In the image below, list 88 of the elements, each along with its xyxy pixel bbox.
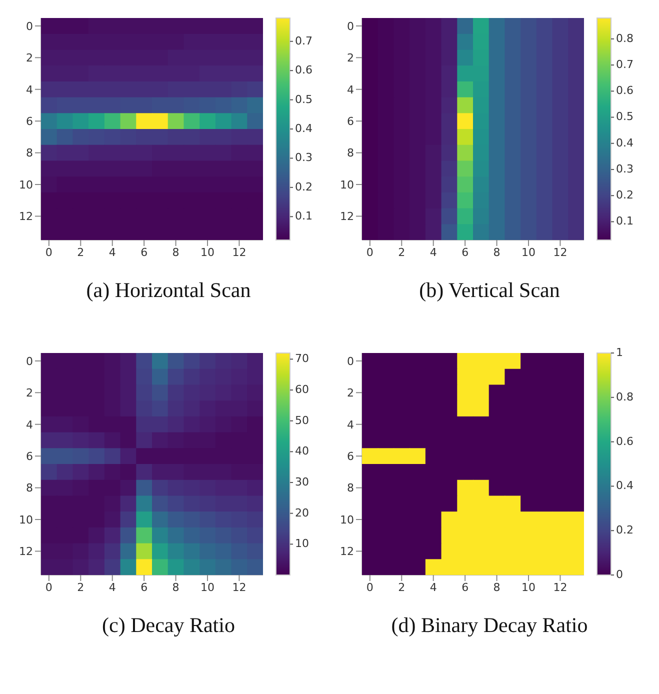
color-bar-label: 0.6 — [294, 64, 312, 77]
y-tick-label: 12 — [18, 210, 32, 224]
color-bar-label: 0.4 — [616, 136, 633, 150]
y-tick-label: 12 — [18, 545, 32, 558]
x-tick-label: 2 — [76, 246, 84, 259]
y-tick-label: 10 — [340, 513, 354, 526]
y-tick-label: 8 — [346, 482, 354, 495]
color-bar-label: 0.6 — [616, 434, 633, 448]
x-tick-label: 8 — [172, 580, 179, 594]
color-bar-label: 10 — [294, 537, 308, 550]
color-bar-label: 0.8 — [616, 32, 633, 45]
y-tick-label: 0 — [26, 354, 32, 368]
color-bar-label: 0 — [616, 568, 622, 582]
x-tick-label: 6 — [140, 246, 148, 259]
y-tick-label: 10 — [18, 178, 32, 192]
x-tick-label: 8 — [492, 580, 500, 594]
x-tick-label: 2 — [398, 246, 405, 259]
x-tick-label: 10 — [200, 580, 214, 594]
y-tick-label: 2 — [346, 386, 354, 400]
y-tick-label: 8 — [26, 482, 32, 495]
color-bar-label: 0.3 — [616, 162, 633, 176]
x-tick-label: 10 — [521, 246, 535, 259]
color-bar-label: 0.5 — [616, 110, 633, 124]
color-bar-label: 50 — [294, 414, 308, 427]
x-tick-label: 4 — [108, 246, 116, 259]
color-bar-label: 0.3 — [294, 151, 312, 164]
x-tick-label: 10 — [521, 580, 535, 594]
x-tick-label: 8 — [172, 246, 179, 259]
color-bar-label: 0.6 — [616, 84, 633, 98]
y-tick-label: 8 — [346, 146, 354, 160]
y-tick-label: 4 — [26, 418, 32, 432]
y-tick-label: 6 — [26, 114, 32, 128]
text: (a) Horizontal Scan — [86, 278, 251, 303]
y-tick-label: 6 — [346, 450, 354, 463]
text: (b) Vertical Scan — [419, 278, 560, 303]
color-bar-label: 40 — [294, 444, 308, 458]
x-tick-label: 2 — [76, 580, 84, 594]
x-tick-label: 12 — [232, 246, 246, 259]
x-tick-label: 12 — [552, 580, 567, 594]
y-tick-label: 2 — [26, 52, 32, 65]
y-tick-label: 4 — [346, 83, 354, 96]
x-tick-label: 6 — [461, 246, 468, 259]
y-tick-label: 12 — [340, 545, 354, 558]
color-bar-label: 0.4 — [616, 479, 633, 492]
y-tick-label: 0 — [346, 20, 354, 33]
y-tick-label: 6 — [26, 450, 32, 463]
x-tick-label: 4 — [429, 246, 436, 259]
color-bar-label: 0.7 — [294, 34, 312, 48]
y-tick-label: 0 — [346, 354, 354, 368]
color-bar-label: 0.7 — [616, 58, 633, 72]
color-bar-label: 0.1 — [294, 210, 312, 223]
y-tick-label: 6 — [346, 114, 354, 128]
x-tick-label: 0 — [44, 580, 52, 594]
y-tick-label: 10 — [340, 178, 354, 192]
x-tick-label: 12 — [552, 246, 567, 259]
y-tick-label: 8 — [26, 146, 32, 160]
color-bar-label: 0.2 — [616, 524, 633, 537]
text: (c) Decay Ratio — [102, 613, 235, 638]
x-tick-label: 6 — [461, 580, 468, 594]
y-tick-label: 4 — [26, 83, 32, 96]
color-bar-label: 0.2 — [294, 180, 312, 194]
y-tick-label: 2 — [26, 386, 32, 400]
x-tick-label: 12 — [232, 580, 246, 594]
color-bar-label: 0.2 — [616, 188, 633, 202]
color-bar-label: 1 — [616, 346, 622, 360]
color-bar-label: 0.8 — [616, 390, 633, 404]
color-bar-label: 20 — [294, 506, 308, 520]
color-bar-label: 70 — [294, 352, 308, 366]
y-tick-label: 0 — [26, 20, 32, 33]
x-tick-label: 0 — [366, 246, 373, 259]
x-tick-label: 8 — [492, 246, 500, 259]
color-bar-label: 0.4 — [294, 122, 312, 136]
y-tick-label: 10 — [18, 513, 32, 526]
x-tick-label: 2 — [398, 580, 405, 594]
x-tick-label: 6 — [140, 580, 148, 594]
y-tick-label: 12 — [340, 210, 354, 224]
x-tick-label: 4 — [108, 580, 116, 594]
color-bar-label: 60 — [294, 383, 308, 396]
x-tick-label: 0 — [366, 580, 373, 594]
x-tick-label: 10 — [200, 246, 214, 259]
x-tick-label: 4 — [429, 580, 436, 594]
y-tick-label: 4 — [346, 418, 354, 432]
color-bar-label: 30 — [294, 476, 308, 489]
y-tick-label: 2 — [346, 52, 354, 65]
color-bar-label: 0.5 — [294, 92, 312, 106]
text: (d) Binary Decay Ratio — [391, 613, 588, 638]
color-bar-label: 0.1 — [616, 214, 633, 228]
x-tick-label: 0 — [44, 246, 52, 259]
